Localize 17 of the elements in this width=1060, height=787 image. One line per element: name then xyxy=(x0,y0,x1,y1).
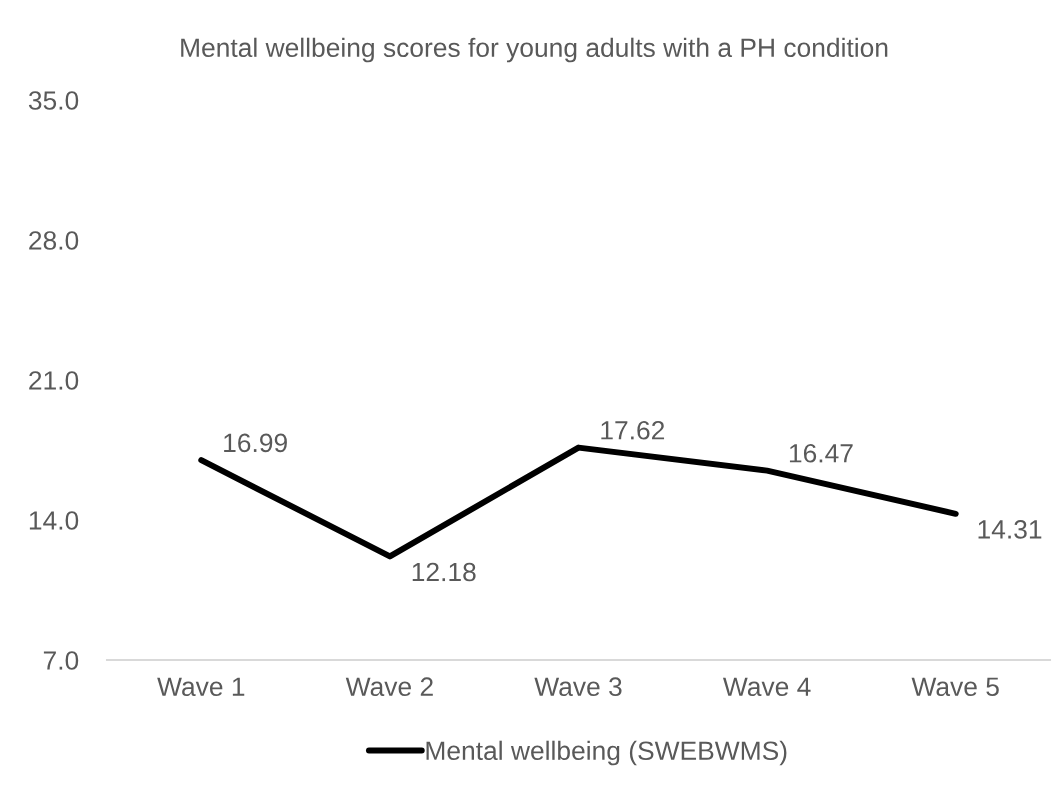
x-tick-label: Wave 5 xyxy=(911,677,999,697)
y-tick-label: 14.0 xyxy=(29,511,79,530)
chart-title: Mental wellbeing scores for young adults with a PH condition xyxy=(181,37,888,63)
x-tick-label: Wave 3 xyxy=(534,677,622,697)
y-tick-label: 35.0 xyxy=(28,91,79,110)
x-tick-label: Wave 1 xyxy=(157,677,245,697)
x-tick-label: Wave 4 xyxy=(722,677,811,697)
data-label: 16.99 xyxy=(224,433,287,453)
y-tick-label: 28.0 xyxy=(29,231,79,250)
y-tick-label: 21.0 xyxy=(29,371,79,390)
data-label: 17.62 xyxy=(601,420,665,440)
x-tick-label: Wave 2 xyxy=(345,677,433,697)
y-tick-label: 7.0 xyxy=(43,651,79,670)
data-label: 12.18 xyxy=(412,562,476,582)
data-label: 14.31 xyxy=(978,520,1042,539)
data-label: 16.47 xyxy=(789,443,853,463)
legend-label: Mental wellbeing (SWEBWMS) xyxy=(426,740,787,766)
